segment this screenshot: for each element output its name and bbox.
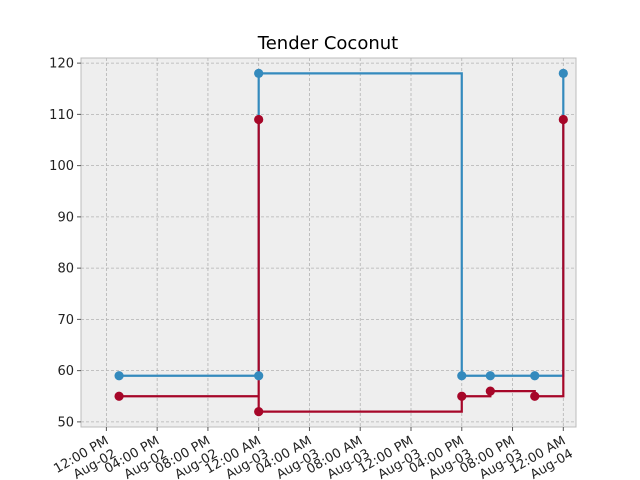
data-point xyxy=(254,371,264,381)
grid-y xyxy=(81,62,576,423)
data-point xyxy=(254,68,264,78)
y-tick-label: 70 xyxy=(57,313,74,328)
data-point xyxy=(114,391,124,401)
chart-title: Tender Coconut xyxy=(257,33,398,54)
data-point xyxy=(558,114,568,125)
data-point xyxy=(530,391,540,401)
data-point xyxy=(530,371,540,381)
data-point xyxy=(254,114,264,125)
series-markers xyxy=(114,68,568,417)
y-tick-label: 60 xyxy=(57,364,74,379)
y-tick-label: 110 xyxy=(49,108,74,123)
y-tick-label: 90 xyxy=(57,210,74,225)
y-tick-label: 50 xyxy=(57,415,74,430)
y-tick-label: 120 xyxy=(49,57,74,72)
plot-area xyxy=(80,57,577,428)
data-point xyxy=(457,371,467,381)
data-point xyxy=(254,407,264,417)
data-point xyxy=(558,68,568,78)
data-point xyxy=(114,371,124,381)
y-ticks: 50 60 70 80 90 100 110 120 xyxy=(49,57,81,430)
y-tick-label: 80 xyxy=(57,262,74,277)
data-point xyxy=(485,386,495,396)
data-point xyxy=(485,371,495,381)
y-tick-label: 100 xyxy=(49,159,74,174)
data-point xyxy=(457,391,467,401)
series-line-1 xyxy=(119,119,565,413)
